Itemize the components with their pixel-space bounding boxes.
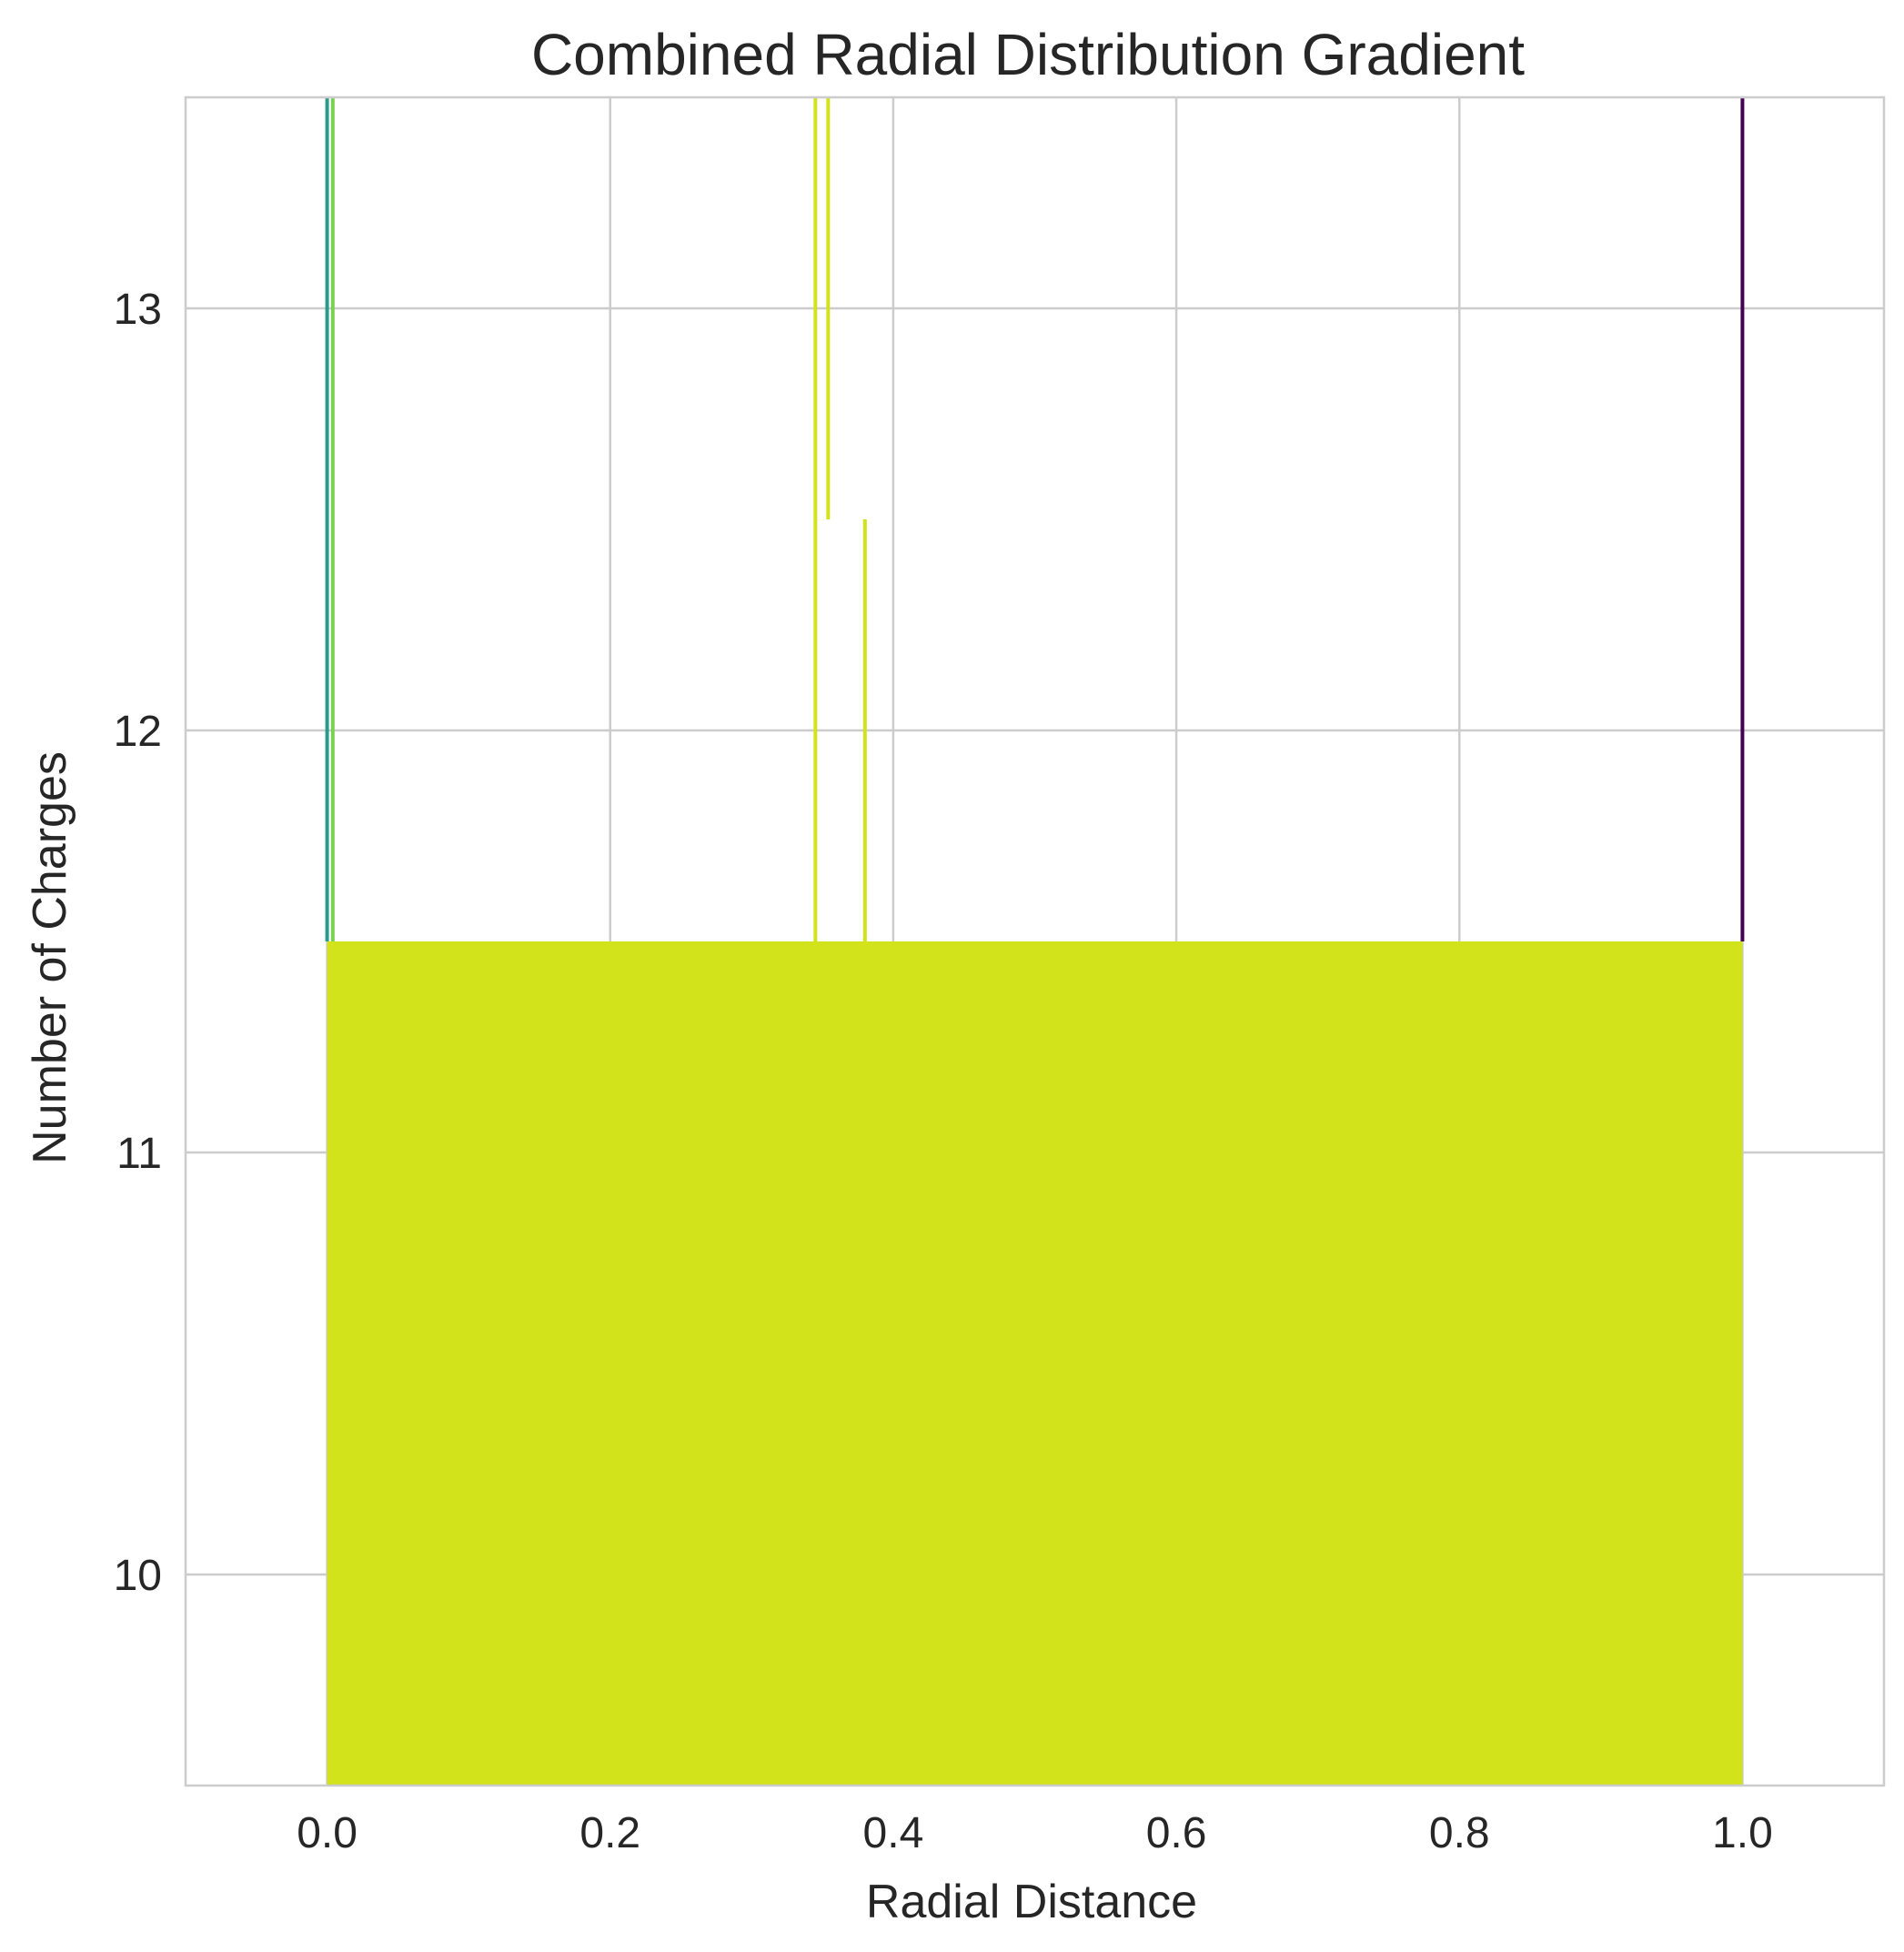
chart-title: Combined Radial Distribution Gradient (531, 22, 1525, 87)
y-tick-label: 12 (114, 708, 162, 756)
bars (327, 941, 1743, 1786)
plot-frame (184, 96, 1886, 1787)
y-axis-label: Number of Charges (24, 751, 76, 1164)
x-axis-label: Radial Distance (866, 1876, 1197, 1928)
spikes (325, 97, 1745, 941)
y-tick-labels: 10 11 12 13 (114, 286, 162, 1600)
y-tick-label: 10 (114, 1552, 162, 1600)
x-tick-label: 0.4 (863, 1809, 924, 1857)
bar (327, 941, 1743, 1786)
x-tick-labels: 0.0 0.2 0.4 0.6 0.8 1.0 (297, 1809, 1773, 1857)
x-tick-label: 0.8 (1429, 1809, 1490, 1857)
x-tick-label: 0.0 (297, 1809, 358, 1857)
x-tick-label: 0.6 (1146, 1809, 1207, 1857)
x-tick-label: 1.0 (1712, 1809, 1773, 1857)
x-tick-label: 0.2 (579, 1809, 640, 1857)
y-tick-label: 11 (116, 1130, 162, 1178)
y-tick-label: 13 (114, 286, 162, 334)
